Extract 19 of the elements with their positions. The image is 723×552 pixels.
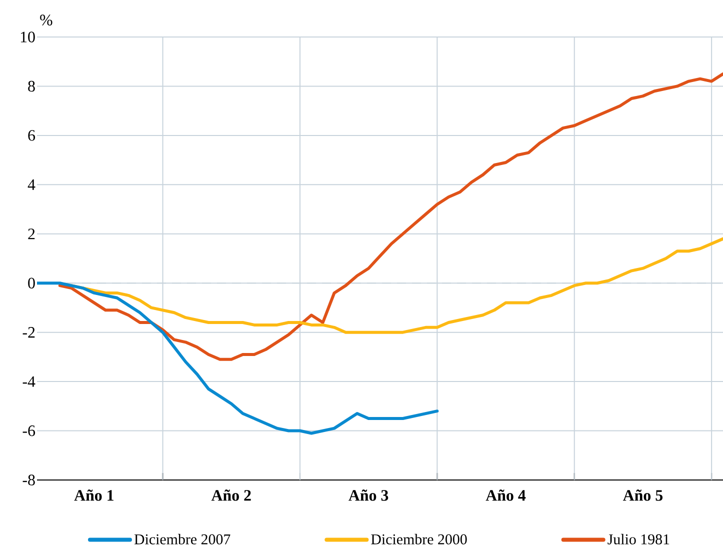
x-tick-label: Año 4 [486, 490, 526, 501]
y-tick-label: 6 [28, 130, 36, 141]
y-tick-label: -8 [22, 474, 35, 486]
legend-label: Julio 1981 [608, 534, 670, 544]
legend-label: Diciembre 2000 [371, 534, 467, 544]
x-tick-label: Año 3 [348, 490, 388, 501]
x-tick-label: Año 1 [74, 490, 114, 501]
y-tick-label: 8 [28, 80, 35, 92]
y-tick-label: 0 [28, 278, 35, 288]
y-tick-label: 10 [20, 32, 35, 42]
y-tick-label: 4 [28, 179, 36, 190]
y-axis-title: % [40, 14, 52, 26]
y-tick-label: -6 [22, 425, 36, 436]
y-tick-label: -2 [22, 327, 35, 338]
x-tick-label: Año 5 [622, 490, 663, 501]
x-tick-label: Año 2 [211, 490, 251, 501]
legend-label: Diciembre 2007 [134, 534, 230, 544]
y-tick-label: -4 [22, 376, 36, 387]
y-tick-label: 2 [28, 228, 35, 240]
